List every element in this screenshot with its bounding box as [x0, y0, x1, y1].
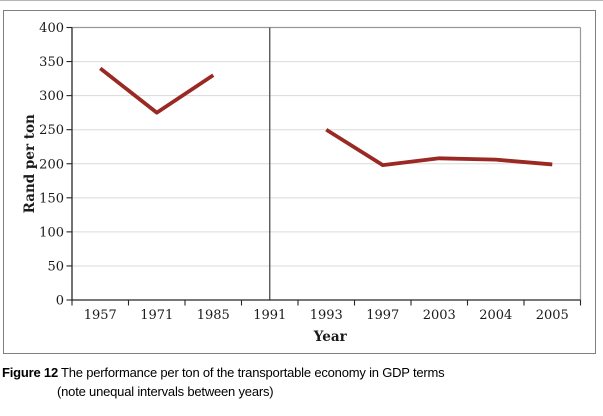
line-chart: 0 50 100 150 200 250 300 350 400 1957 1971 1985 1991…	[22, 21, 582, 345]
y-tick-label: 100	[39, 225, 64, 240]
top-rule-divider	[0, 0, 603, 1]
x-tick-label: 2003	[423, 308, 456, 323]
x-tick-label: 1985	[197, 308, 230, 323]
x-tick-label: 2005	[536, 308, 569, 323]
caption-text: The performance per ton of the transport…	[61, 365, 445, 380]
x-tick-label: 1997	[366, 308, 399, 323]
x-tick-label: 1957	[84, 308, 117, 323]
y-axis-title: Rand per ton	[22, 114, 38, 213]
y-tick-label: 150	[39, 191, 64, 206]
y-tick-label: 300	[39, 89, 64, 104]
y-tick-label: 200	[39, 157, 64, 172]
x-tick-label: 1993	[310, 308, 343, 323]
caption-line-2: (note unequal intervals between years)	[57, 384, 274, 399]
x-tick-label: 1971	[140, 308, 173, 323]
y-tick-label: 350	[39, 55, 64, 70]
y-tick-label: 400	[39, 21, 64, 36]
y-tick-label: 250	[39, 123, 64, 138]
figure-label: Figure 12	[2, 365, 58, 380]
data-series-line	[325, 128, 553, 168]
x-axis-title: Year	[313, 329, 348, 345]
caption-line-1: Figure 12 The performance per ton of the …	[2, 363, 562, 382]
x-tick-label: 1991	[253, 308, 286, 323]
data-series-line	[99, 66, 215, 115]
x-tick-label: 2004	[479, 308, 512, 323]
y-tick-label: 0	[56, 294, 64, 309]
y-tick-label: 50	[47, 259, 64, 274]
figure-caption: Figure 12 The performance per ton of the …	[2, 363, 562, 401]
